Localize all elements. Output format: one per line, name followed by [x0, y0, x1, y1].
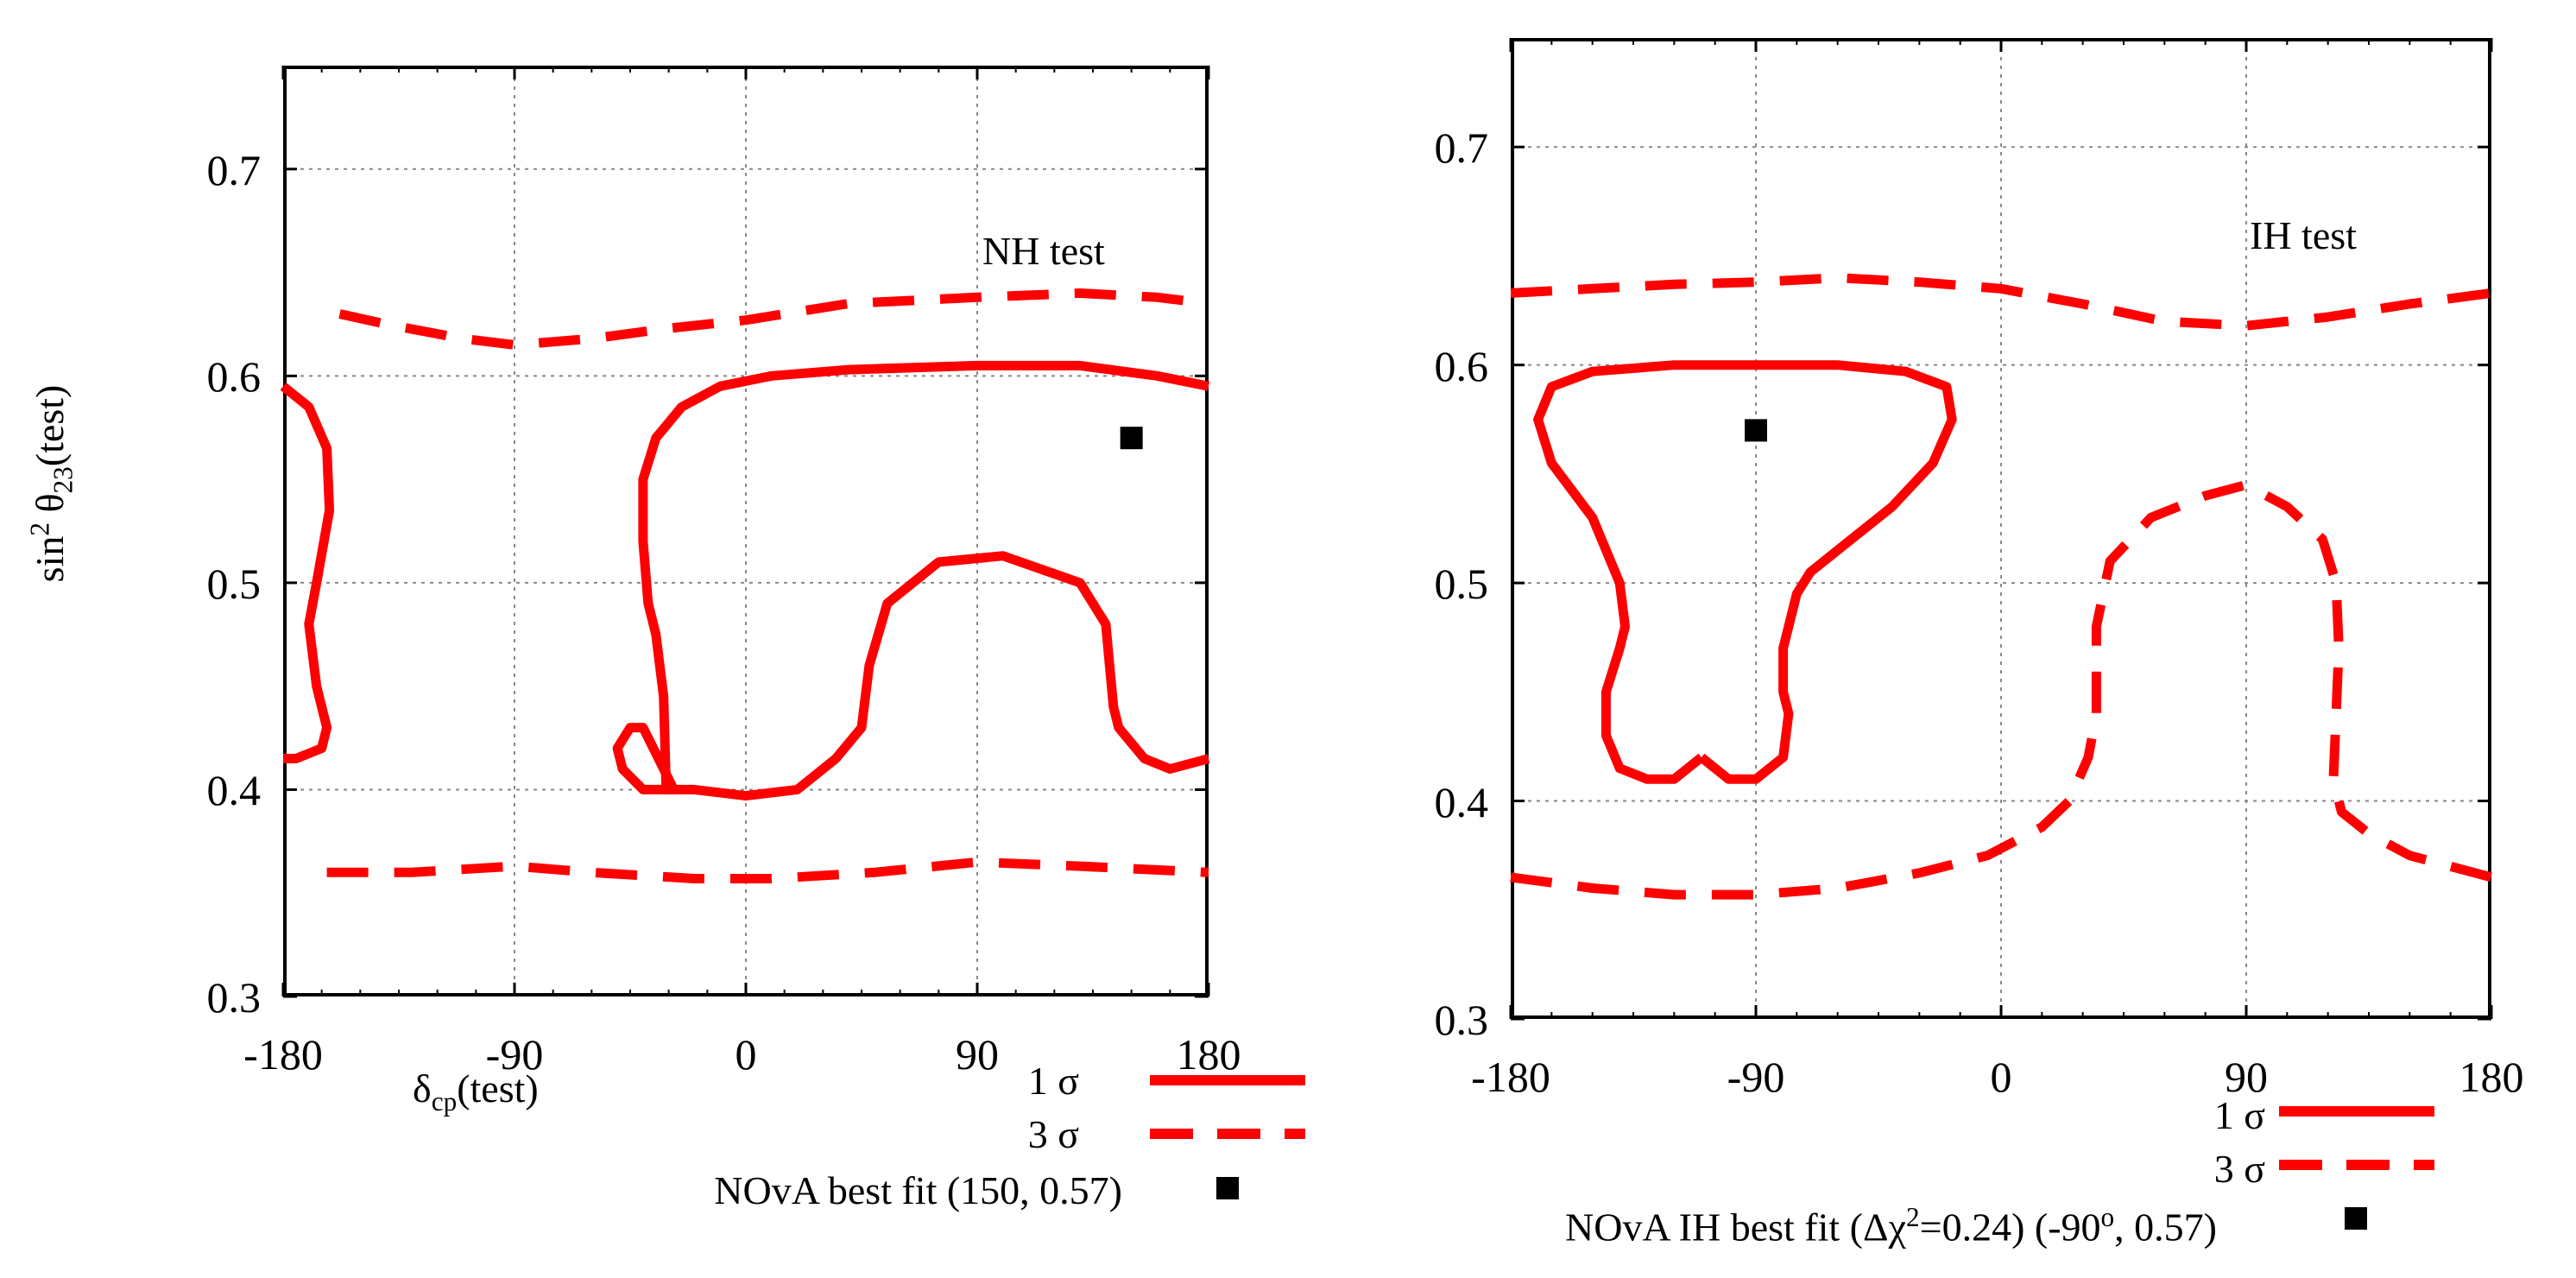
right-y-tick-label: 0.3: [1434, 996, 1489, 1044]
right-y-tick-label: 0.5: [1434, 560, 1489, 609]
left-y-tick-label: 0.5: [206, 559, 262, 608]
right-x-tick-label: -180: [1471, 1053, 1550, 1101]
right-x-tick-label: 0: [1990, 1053, 2012, 1101]
right-y-tick-label: 0.6: [1434, 341, 1489, 390]
left-best-fit-marker: [1120, 427, 1143, 450]
left-x-tick-label: 90: [956, 1030, 999, 1079]
left-legend-3sigma-label: 3 σ: [1027, 1112, 1079, 1156]
right-x-tick-label: -90: [1727, 1053, 1785, 1101]
right-legend-bestfit-label: NOvA IH best fit (Δχ2=0.24) (-90o, 0.57): [1565, 1202, 2217, 1250]
right-series-3sigma-segment-1: [1510, 273, 2492, 331]
right-x-tick-label: 180: [2459, 1053, 2524, 1101]
left-legend-1sigma-label: 1 σ: [1027, 1059, 1079, 1103]
left-x-tick-label: -90: [485, 1030, 544, 1079]
right-series-1sigma-segment-0: [1533, 360, 1957, 784]
left-series-1sigma-segment-1: [638, 360, 1210, 794]
left-series-1sigma-segment-2: [612, 551, 1210, 801]
left-x-tick-label: 180: [1176, 1030, 1241, 1079]
right-y-tick-label: 0.4: [1434, 777, 1489, 826]
right-legend-3sigma-label: 3 σ: [2213, 1147, 2265, 1191]
left-series-3sigma-segment-0: [338, 288, 1209, 350]
right-legend-3sigma-swatch: [2279, 1160, 2434, 1170]
left-y-tick-label: 0.3: [206, 973, 262, 1022]
right-legend-1sigma-label: 1 σ: [2213, 1093, 2265, 1137]
left-x-tick-label: 0: [735, 1030, 757, 1079]
right-legend-bestfit-marker: [2345, 1207, 2367, 1230]
left-legend-3sigma-swatch: [1150, 1129, 1305, 1139]
left-panel-title: NH test: [982, 229, 1105, 273]
right-x-tick-label: 90: [2225, 1053, 2268, 1101]
right-panel-title: IH test: [2250, 213, 2357, 257]
right-y-tick-label: 0.7: [1434, 123, 1489, 173]
left-x-axis-label: δcp(test): [413, 1066, 539, 1117]
left-legend-bestfit-label: NOvA best fit (150, 0.57): [714, 1168, 1122, 1212]
right-legend-1sigma-swatch: [2279, 1106, 2434, 1117]
left-series-1sigma-segment-0: [280, 383, 335, 763]
right-series-3sigma-segment-0: [1510, 480, 2493, 900]
left-y-tick-label: 0.7: [206, 145, 262, 194]
left-series-3sigma-segment-1: [326, 857, 1209, 883]
left-legend-1sigma-swatch: [1150, 1075, 1305, 1085]
left-y-tick-label: 0.4: [206, 766, 262, 815]
left-x-tick-label: -180: [243, 1030, 323, 1079]
left-legend-bestfit-marker: [1216, 1177, 1239, 1199]
left-y-tick-label: 0.6: [206, 352, 262, 402]
right-best-fit-marker: [1745, 419, 1767, 442]
